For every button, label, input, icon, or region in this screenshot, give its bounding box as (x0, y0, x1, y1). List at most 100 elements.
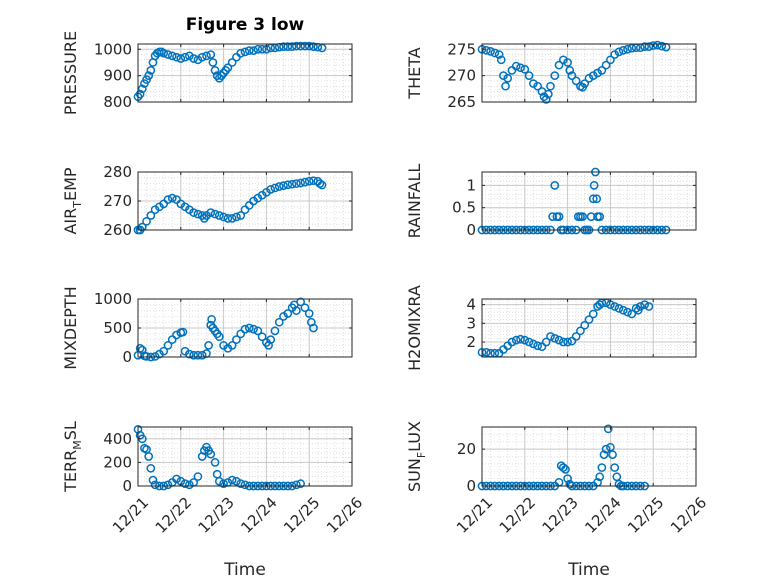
data-point (516, 334, 525, 344)
y-axis-label: PRESSURE (61, 31, 80, 115)
data-point (543, 89, 553, 99)
data-point (486, 47, 495, 56)
x-tick-label: 12/24 (237, 494, 280, 537)
data-point (210, 458, 220, 467)
axes-box (481, 426, 697, 487)
x-tick-label: 12/22 (152, 494, 195, 537)
data-point (657, 41, 667, 51)
data-point (614, 479, 624, 489)
data-point (270, 326, 280, 336)
data-point (593, 68, 602, 78)
data-point (227, 214, 237, 223)
data-point (580, 320, 590, 330)
panel-pressure: 800 900 1000 PRESSURE (61, 31, 353, 115)
data-point (603, 424, 613, 434)
data-point (159, 48, 169, 58)
data-point (185, 480, 194, 490)
data-point (597, 66, 607, 75)
data-point (210, 209, 220, 219)
data-point (580, 79, 590, 88)
y-tick-label: 0 (466, 477, 476, 495)
data-point (499, 71, 508, 80)
data-point (627, 309, 637, 319)
data-point (631, 304, 641, 313)
data-point (206, 50, 216, 59)
data-point (533, 341, 542, 351)
data-point (163, 195, 173, 204)
plot-area (482, 44, 696, 102)
data-point (135, 89, 145, 99)
data-point (501, 81, 510, 91)
data-point (516, 63, 525, 73)
x-tick-label: 12/26 (667, 494, 710, 537)
data-point (172, 474, 181, 484)
data-point (601, 444, 611, 454)
data-point (208, 58, 218, 67)
data-point (618, 45, 628, 55)
data-point (595, 472, 605, 482)
y-tick-label: 500 (103, 319, 132, 337)
data-point (558, 337, 568, 347)
data-point (296, 479, 305, 488)
data-point (178, 327, 188, 337)
data-point (197, 350, 207, 360)
data-point (640, 300, 649, 309)
y-tick-label: 400 (103, 430, 132, 448)
panel-theta: 265 270 275 THETA (405, 40, 697, 111)
data-point (236, 48, 246, 58)
data-point (550, 71, 560, 80)
y-tick-label: 275 (447, 40, 476, 58)
y-axis-label: TERRMSL (61, 421, 84, 493)
data-point (554, 60, 564, 70)
data-point (496, 55, 506, 65)
data-point (292, 179, 301, 188)
data-point (150, 352, 160, 361)
y-tick-label: 20 (457, 440, 476, 458)
data-point (266, 185, 276, 194)
data-point (524, 71, 534, 80)
data-point (548, 212, 557, 221)
data-point (597, 463, 607, 472)
data-point (283, 42, 293, 51)
data-point (227, 341, 237, 350)
data-point (588, 309, 598, 319)
x-tick-label: 12/23 (195, 494, 238, 537)
data-point (567, 336, 577, 346)
plot-area (482, 172, 696, 230)
y-tick-label: 280 (103, 163, 132, 181)
y-tick-label: 2 (466, 333, 476, 351)
data-point (206, 449, 216, 459)
data-point (236, 211, 246, 220)
figure-title: Figure 3 low (186, 15, 305, 35)
data-point (189, 350, 198, 360)
data-point (529, 339, 538, 349)
data-point (253, 326, 263, 336)
axes-box (137, 43, 353, 103)
data-point (232, 476, 241, 486)
data-point (204, 341, 213, 350)
data-point (554, 335, 564, 345)
plot-area (138, 427, 352, 486)
data-point (554, 212, 564, 221)
panel-rainfall: 0 0.5 1 RAINFALL (405, 164, 697, 239)
y-tick-label: 3 (466, 314, 476, 332)
data-point (601, 60, 611, 70)
data-point (300, 177, 310, 187)
y-tick-label: 1000 (94, 290, 132, 308)
data-point (623, 44, 632, 54)
data-point (214, 476, 224, 486)
data-point (193, 350, 203, 360)
data-point (565, 66, 575, 75)
data-point (296, 297, 305, 307)
data-point (586, 212, 596, 221)
data-point (219, 212, 228, 222)
data-point (614, 47, 624, 57)
y-tick-label: 270 (103, 192, 132, 210)
data-point (287, 179, 297, 189)
data-point (163, 341, 173, 350)
x-tick-label: 12/26 (323, 494, 366, 537)
data-point (592, 194, 602, 204)
data-point (283, 309, 293, 318)
y-tick-label: 1000 (94, 40, 132, 58)
data-point (146, 211, 156, 220)
